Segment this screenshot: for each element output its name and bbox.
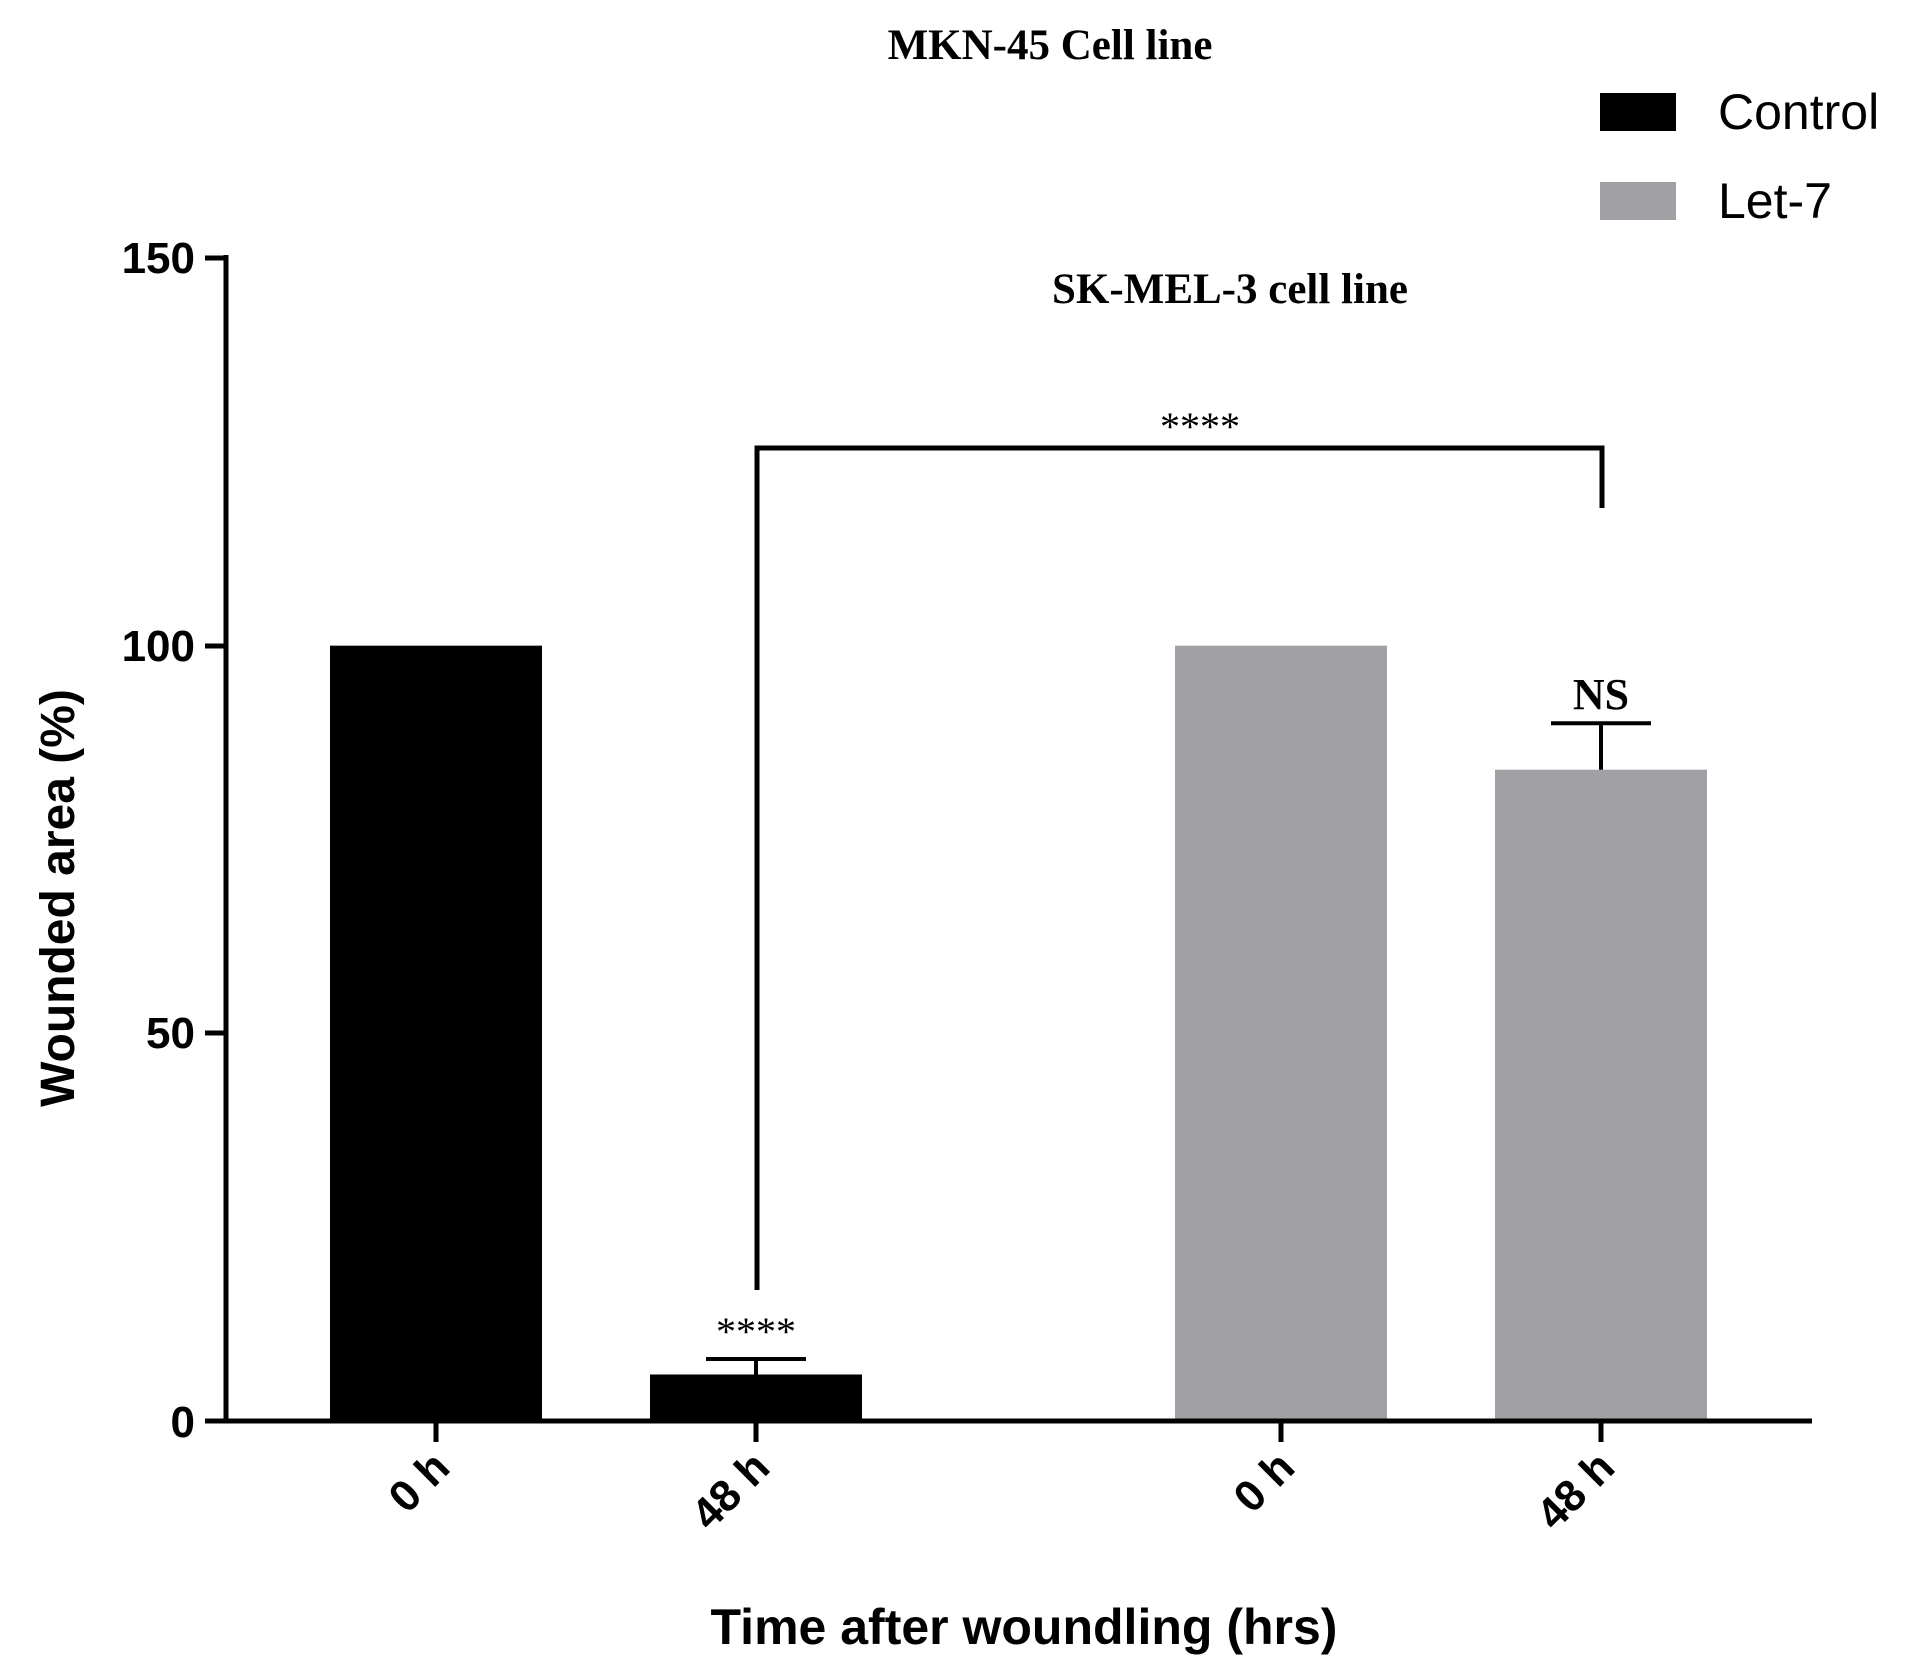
error-bar-let7-48h — [1551, 721, 1651, 770]
significance-label-let7-48h: NS — [1573, 670, 1629, 719]
bar-control-48h — [650, 1374, 862, 1421]
chart-subtitle: SK-MEL-3 cell line — [1052, 266, 1408, 313]
legend: Control Let-7 — [1600, 84, 1879, 229]
legend-label-let7: Let-7 — [1718, 173, 1832, 229]
significance-label-control-48h: **** — [716, 1309, 796, 1354]
chart-title: MKN-45 Cell line — [888, 22, 1213, 69]
x-tick-label: 0 h — [1224, 1442, 1304, 1522]
y-axis-label: Wounded area (%) — [32, 689, 85, 1107]
bar-control-0h — [330, 645, 542, 1421]
legend-swatch-let7 — [1600, 182, 1676, 220]
x-tick-label: 48 h — [1527, 1442, 1624, 1539]
error-bar-control-48h — [706, 1356, 806, 1375]
y-tick-label: 0 — [171, 1398, 195, 1447]
y-tick-label: 150 — [122, 234, 195, 283]
legend-label-control: Control — [1718, 84, 1879, 140]
y-tick-label: 100 — [122, 622, 195, 671]
x-tick-label: 0 h — [379, 1442, 459, 1522]
x-tick-label: 48 h — [682, 1442, 779, 1539]
bar-let7-0h — [1175, 645, 1387, 1421]
bar-let7-48h — [1495, 769, 1707, 1421]
y-tick-label: 50 — [146, 1009, 195, 1058]
bracket-label: **** — [1160, 404, 1240, 449]
x-axis-label: Time after woundling (hrs) — [711, 1599, 1338, 1655]
legend-swatch-control — [1600, 93, 1676, 131]
significance-bracket — [754, 445, 1605, 1290]
